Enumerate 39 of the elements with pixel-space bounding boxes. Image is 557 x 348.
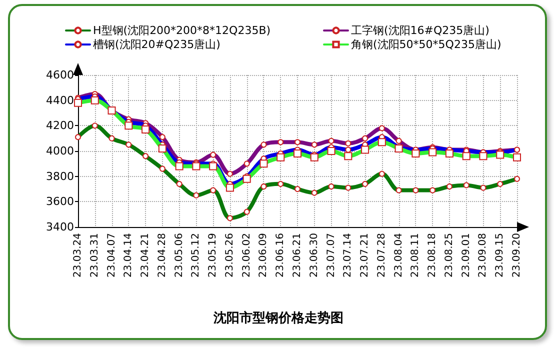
x-tick-label: 23.06.21: [292, 233, 303, 278]
y-tick-label: 3800: [46, 170, 74, 183]
x-tick-label: 23.05.26: [224, 233, 236, 278]
x-tick-label: 23.07.28: [376, 233, 388, 278]
x-tick-label: 23.06.16: [275, 233, 286, 278]
x-tick-label: 23.04.21: [140, 233, 152, 278]
x-tick-label: 23.04.14: [123, 233, 134, 278]
x-tick-label: 23.08.04: [393, 233, 404, 278]
y-tick-label: 4200: [46, 119, 74, 132]
x-tick-label: 23.09.01: [460, 233, 472, 278]
x-tick-label: 23.09.20: [512, 233, 522, 278]
x-tick-label: 23.04.07: [106, 233, 118, 278]
x-tick-label: 23.08.11: [410, 233, 422, 278]
x-tick-label: 23.05.12: [190, 233, 202, 278]
x-tick-label: 23.06.30: [308, 233, 320, 278]
x-tick-label: 23.07.14: [342, 233, 354, 278]
x-tick-label: 23.05.06: [174, 233, 185, 278]
legend-label: H型钢(沈阳200*200*8*12Q235B): [93, 24, 271, 37]
x-tick-label: 23.08.25: [444, 233, 455, 278]
x-tick-label: 23.06.02: [241, 233, 252, 278]
x-tick-label: 23.09.15: [494, 233, 506, 278]
x-tick-label: 23.06.09: [258, 233, 270, 278]
text: 沈阳市型钢价格走势图: [212, 310, 344, 326]
x-tick-label: 23.07.21: [360, 233, 371, 278]
x-tick-label: 23.08.18: [427, 233, 438, 278]
y-tick-label: 4400: [46, 94, 74, 107]
legend-label: 槽钢(沈阳20#Q235唐山): [93, 38, 220, 51]
x-tick-label: 23.04.28: [156, 233, 168, 278]
legend-label: 角钢(沈阳50*50*5Q235唐山): [351, 38, 502, 51]
x-tick-label: 23.03.31: [89, 233, 100, 278]
x-tick-label: 23.03.24: [72, 233, 84, 278]
x-tick-label: 23.09.08: [478, 233, 489, 278]
legend-label: 工字钢(沈阳16#Q235唐山): [351, 24, 490, 37]
x-tick-label: 23.07.07: [326, 233, 337, 278]
y-tick-label: 3400: [46, 220, 74, 234]
x-tick-label: 23.05.19: [208, 233, 219, 278]
y-tick-label: 3600: [46, 195, 74, 208]
y-tick-label: 4600: [46, 68, 74, 82]
y-tick-label: 4000: [46, 144, 74, 158]
